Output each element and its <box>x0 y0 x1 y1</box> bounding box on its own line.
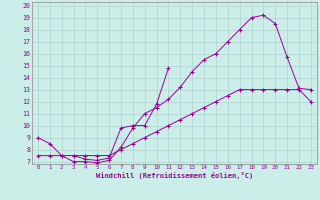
X-axis label: Windchill (Refroidissement éolien,°C): Windchill (Refroidissement éolien,°C) <box>96 172 253 179</box>
